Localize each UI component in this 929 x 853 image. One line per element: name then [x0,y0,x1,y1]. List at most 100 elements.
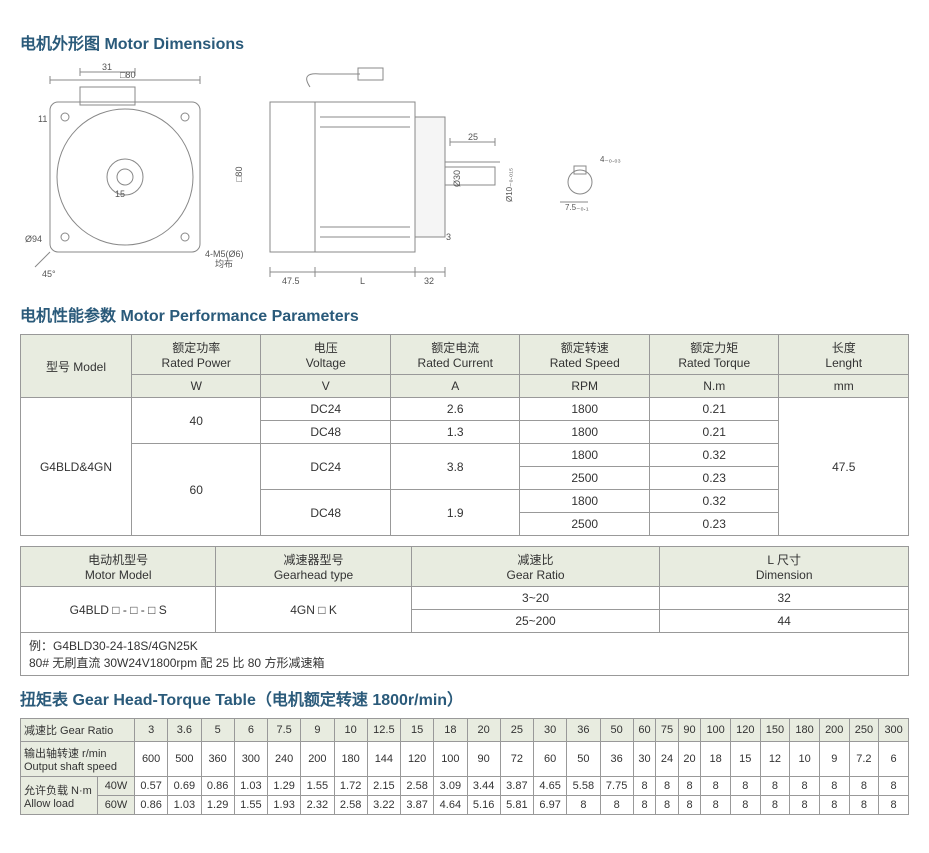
table-cell: 12.5 [367,719,400,742]
table-cell: 8 [849,796,879,815]
table-cell: 2.58 [401,777,434,796]
table-cell: 20 [678,742,701,777]
table-cell: 8 [790,777,820,796]
table-cell: 10 [790,742,820,777]
svg-text:4₋₀.₀₃: 4₋₀.₀₃ [600,155,621,164]
table-cell: 200 [301,742,334,777]
table-cell: 25 [500,719,533,742]
table-cell: 1.03 [234,777,267,796]
table-cell: 8 [730,777,760,796]
table-cell: 8 [656,796,679,815]
table-cell: 7.75 [600,777,633,796]
table-cell: 0.86 [201,777,234,796]
table-cell: 1.93 [268,796,301,815]
table-cell: 240 [268,742,301,777]
table-cell: 5.58 [567,777,600,796]
gearhead-table: 电动机型号Motor Model 减速器型号Gearhead type 减速比G… [20,546,909,676]
table-cell: 1.03 [168,796,201,815]
table-cell: 8 [701,777,731,796]
table-cell: 0.57 [135,777,168,796]
table-cell: 50 [567,742,600,777]
table-cell: 8 [730,796,760,815]
table-cell: 3.44 [467,777,500,796]
svg-text:4-M5(Ø6): 4-M5(Ø6) [205,249,244,259]
table-cell: 90 [467,742,500,777]
table-cell: 100 [701,719,731,742]
table-cell: 8 [760,777,790,796]
table-cell: 2.15 [367,777,400,796]
table-cell: 8 [678,777,701,796]
table-cell: 72 [500,742,533,777]
section-title-torque: 扭矩表 Gear Head-Torque Table（电机额定转速 1800r/… [20,686,909,710]
table-cell: 200 [819,719,849,742]
table-cell: 50 [600,719,633,742]
table-cell: 60 [534,742,567,777]
section-title-performance: 电机性能参数 Motor Performance Parameters [20,302,909,326]
table-cell: 180 [790,719,820,742]
table-cell: 1.55 [301,777,334,796]
svg-text:3: 3 [446,232,451,242]
table-cell: 144 [367,742,400,777]
motor-dimension-diagram: □80 31 11 15 Ø94 45° 4-M5(Ø6) 均布 □80 47.… [20,62,660,292]
table-cell: 3.87 [401,796,434,815]
table-cell: 8 [678,796,701,815]
table-cell: 8 [600,796,633,815]
svg-text:11: 11 [38,114,47,124]
table-cell: 8 [567,796,600,815]
table-cell: 2.32 [301,796,334,815]
svg-text:32: 32 [424,276,434,286]
example-note: 例：G4BLD30-24-18S/4GN25K 80# 无刷直流 30W24V1… [21,633,909,676]
table-cell: 1.55 [234,796,267,815]
hdr-model: 型号 Model [46,360,106,374]
svg-text:均布: 均布 [215,258,233,269]
table-cell: 7.5 [268,719,301,742]
table-cell: 8 [633,796,656,815]
table-cell: 300 [234,742,267,777]
table-cell: 0.69 [168,777,201,796]
svg-text:15: 15 [115,189,125,199]
table-cell: 8 [633,777,656,796]
table-cell: 3 [135,719,168,742]
table-cell: 15 [730,742,760,777]
table-cell: 1.29 [201,796,234,815]
table-cell: 8 [849,777,879,796]
table-cell: 5.16 [467,796,500,815]
table-cell: 75 [656,719,679,742]
table-cell: 20 [467,719,500,742]
table-cell: 8 [819,796,849,815]
table-cell: 100 [434,742,467,777]
table-cell: 0.86 [135,796,168,815]
table-cell: 3.87 [500,777,533,796]
model-cell: G4BLD&4GN [21,398,132,536]
table-cell: 9 [301,719,334,742]
table-cell: 36 [567,719,600,742]
table-cell: 60 [633,719,656,742]
table-cell: 90 [678,719,701,742]
table-cell: 30 [633,742,656,777]
table-cell: 150 [760,719,790,742]
table-cell: 4.65 [534,777,567,796]
table-cell: 360 [201,742,234,777]
table-cell: 8 [879,796,909,815]
svg-text:□80: □80 [120,70,135,80]
table-cell: 24 [656,742,679,777]
svg-text:□80: □80 [234,167,244,182]
table-cell: 250 [849,719,879,742]
table-cell: 7.2 [849,742,879,777]
table-cell: 8 [760,796,790,815]
table-cell: 300 [879,719,909,742]
table-cell: 3.22 [367,796,400,815]
table-cell: 1.29 [268,777,301,796]
performance-table: 型号 Model 额定功率Rated Power 电压Voltage 额定电流R… [20,334,909,536]
table-cell: 2.58 [334,796,367,815]
table-cell: 10 [334,719,367,742]
svg-text:Ø30: Ø30 [452,170,462,187]
table-cell: 5 [201,719,234,742]
section-title-dimensions: 电机外形图 Motor Dimensions [20,30,909,54]
table-cell: 8 [879,777,909,796]
table-cell: 8 [819,777,849,796]
svg-text:45°: 45° [42,269,56,279]
table-cell: 3.09 [434,777,467,796]
table-cell: 8 [790,796,820,815]
table-cell: 30 [534,719,567,742]
